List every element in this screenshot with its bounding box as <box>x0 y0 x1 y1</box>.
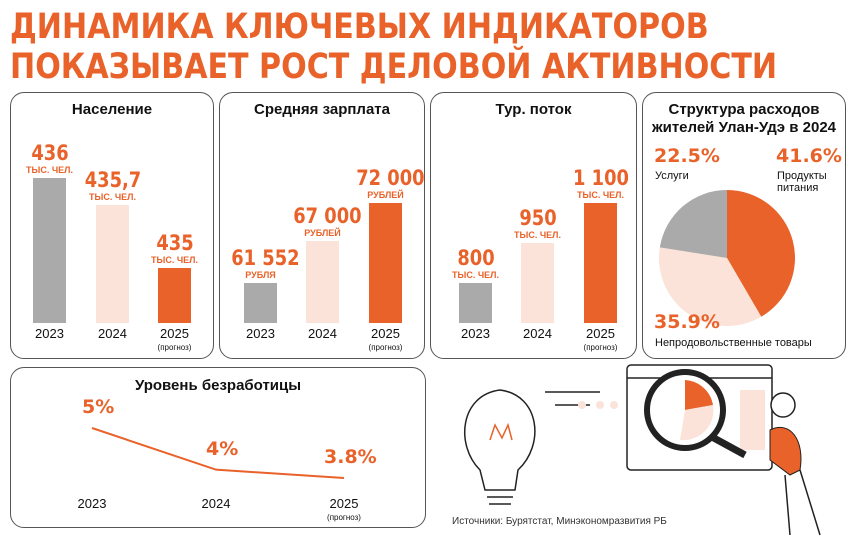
line-value-label: 3.8% <box>324 446 377 468</box>
line-year-label: 2024 <box>201 496 231 511</box>
pie-slice <box>659 247 762 327</box>
pie-title: Структура расходов жителей Улан-Удэ в 20… <box>651 101 837 136</box>
line-value-label: 4% <box>206 437 239 460</box>
bar-unit: ТЫС. ЧЕЛ. <box>452 270 499 280</box>
bar-year-label: 2025 <box>160 326 189 341</box>
expenses-pie-panel: Структура расходов жителей Улан-Удэ в 20… <box>642 92 846 359</box>
line-year-label: 2023 <box>77 496 107 511</box>
bar-2024 <box>96 205 129 323</box>
forecast-note: (прогноз) <box>368 343 403 352</box>
unemployment-panel: Уровень безработицы <box>10 367 426 528</box>
bar-value-label: 950 <box>518 206 557 230</box>
salary-panel: Средняя зарплата РУБЛЯ 61 552 2023 РУБЛЕЙ 67 … <box>219 92 425 359</box>
bar-year-label: 2023 <box>461 326 490 341</box>
bar-year-label: 2023 <box>246 326 275 341</box>
bar-unit: РУБЛЕЙ <box>367 190 404 200</box>
bar-2024 <box>521 243 554 323</box>
bar-year-label: 2023 <box>35 326 64 341</box>
bar-year-label: 2024 <box>523 326 552 341</box>
bar-unit: ТЫС. ЧЕЛ. <box>151 255 198 265</box>
lightbulb-icon <box>463 389 536 491</box>
bar-2024 <box>306 241 339 323</box>
bar-chart-title: Средняя зарплата <box>254 101 390 118</box>
bar-unit: РУБЛЕЙ <box>304 228 341 239</box>
pie-label-food: Продукты питания <box>777 170 827 194</box>
forecast-note: (прогноз) <box>327 513 361 522</box>
bar-value-label: 61 552 <box>230 246 300 270</box>
bar-year-label: 2025 <box>586 326 615 341</box>
bar-2023 <box>459 283 492 323</box>
headline-line-2: ПОКАЗЫВАЕТ РОСТ ДЕЛОВОЙ АКТИВНОСТИ <box>10 47 778 87</box>
bar-2023 <box>33 178 66 323</box>
pie-slice <box>659 190 727 258</box>
bar-value-label: 436 <box>30 141 69 165</box>
bar-value-label: 67 000 <box>292 204 362 229</box>
bar-value-label: 800 <box>456 246 495 270</box>
bar-year-label: 2024 <box>98 326 127 341</box>
bar-2023 <box>244 283 277 323</box>
pie-label-nonfood: Непродовольственные товары <box>655 337 812 349</box>
bar-2025 <box>369 203 402 323</box>
bar-unit: ТЫС. ЧЕЛ. <box>26 165 73 175</box>
bar-year-label: 2025 <box>371 326 400 341</box>
pie-value-services: 22.5% <box>654 145 720 167</box>
population-panel: Население ТЫС. ЧЕЛ. 436 2023 ТЫС. ЧЕЛ. 435,7 2… <box>10 92 214 359</box>
forecast-note: (прогноз) <box>583 343 618 352</box>
bar-chart-title: Тур. поток <box>495 101 572 118</box>
line-year-label: 2025 <box>329 496 359 511</box>
pie-value-nonfood: 35.9% <box>654 311 720 333</box>
bar-unit: РУБЛЯ <box>245 270 276 280</box>
headline-line-1: ДИНАМИКА КЛЮЧЕВЫХ ИНДИКАТОРОВ <box>10 7 709 47</box>
bar-chart-title: Население <box>71 101 153 118</box>
bar-unit: ТЫС. ЧЕЛ. <box>89 192 136 202</box>
bar-2025 <box>584 203 617 323</box>
bar-value-label: 435,7 <box>84 168 141 192</box>
bar-year-label: 2024 <box>308 326 337 341</box>
bar-value-label: 435 <box>155 231 194 255</box>
pie-value-food: 41.6% <box>776 145 842 167</box>
pie-label-services: Услуги <box>655 170 689 182</box>
unemployment-line <box>91 427 345 479</box>
bar-unit: ТЫС. ЧЕЛ. <box>514 230 561 240</box>
pie-slice <box>727 190 795 317</box>
line-value-label: 5% <box>82 396 115 418</box>
source-note: Источники: Бурятстат, Минэкономразвития … <box>452 516 667 527</box>
monitor-icon <box>626 364 773 471</box>
line-title: Уровень безработицы <box>134 377 302 394</box>
bar-value-label: 72 000 <box>355 166 425 190</box>
bar-unit: ТЫС. ЧЕЛ. <box>577 190 624 200</box>
bar-value-label: 1 100 <box>572 166 629 190</box>
forecast-note: (прогноз) <box>157 343 192 352</box>
tourist-flow-panel: Тур. поток ТЫС. ЧЕЛ. 800 2023 ТЫС. ЧЕЛ. 950 20… <box>430 92 637 359</box>
bar-2025 <box>158 268 191 323</box>
